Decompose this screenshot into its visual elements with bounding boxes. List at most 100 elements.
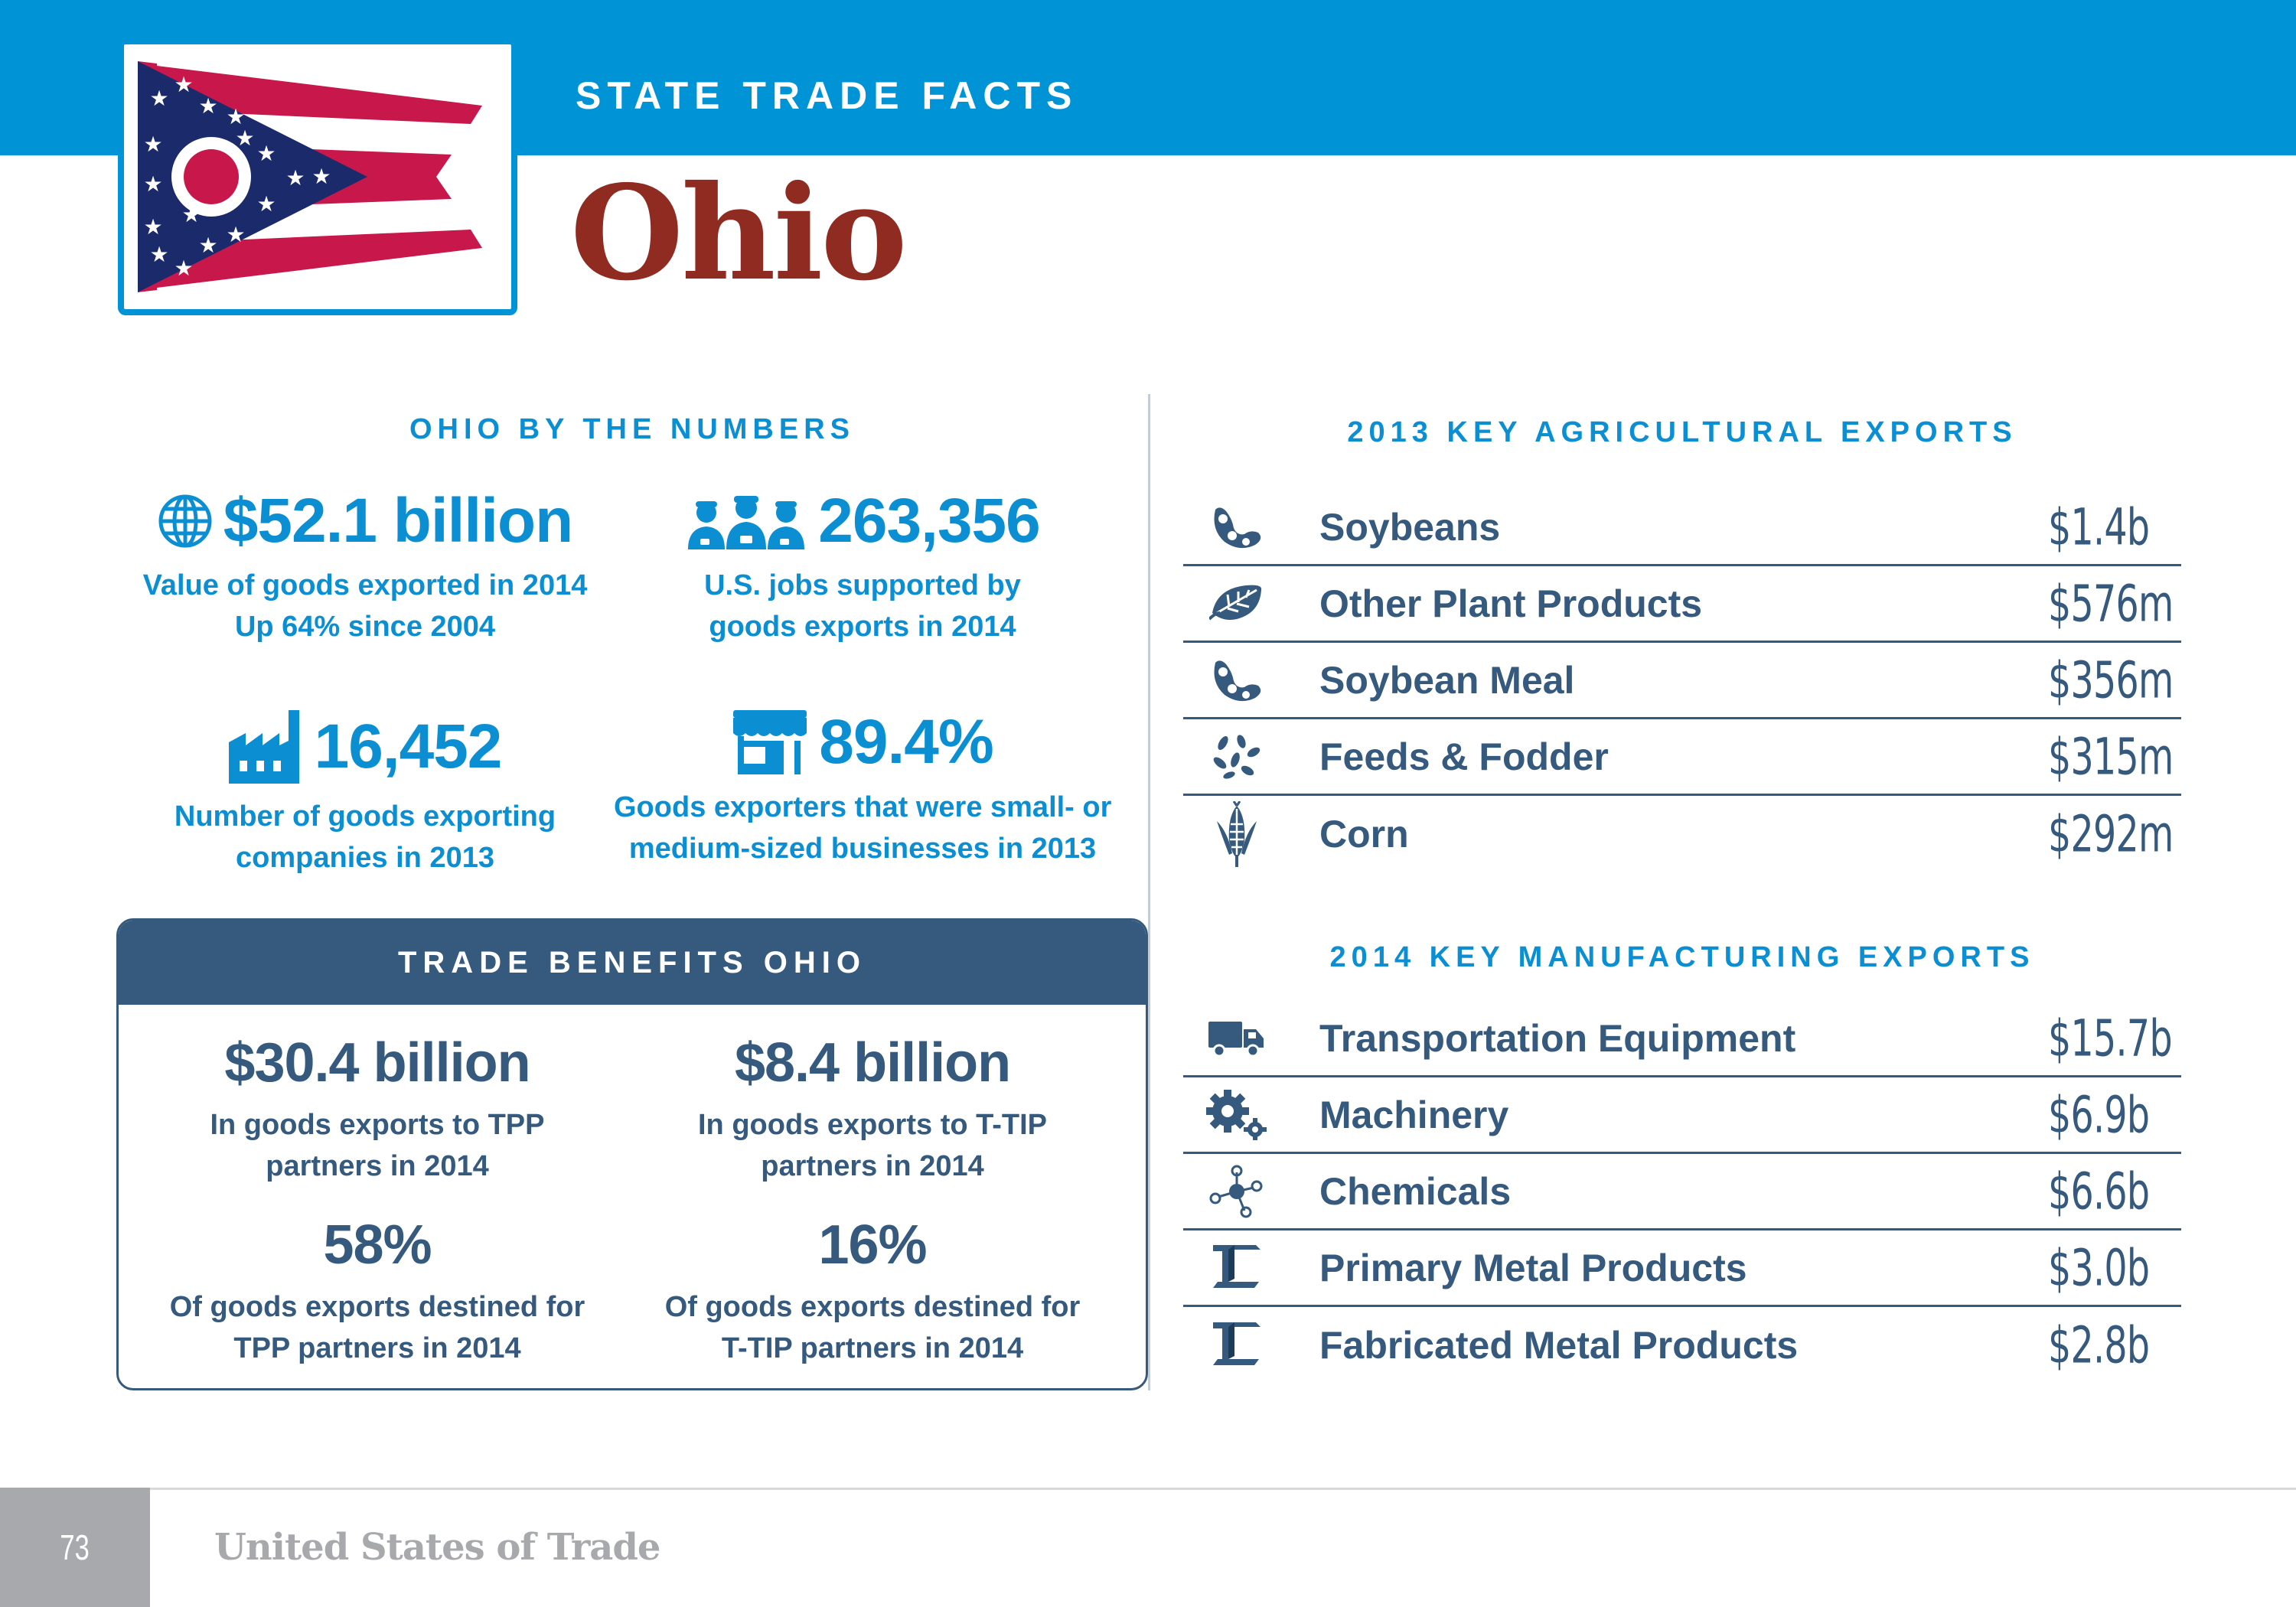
svg-text:★: ★: [143, 132, 162, 157]
gears-icon: [1206, 1089, 1267, 1140]
stat-desc-line: Number of goods exporting: [174, 800, 556, 833]
molecule-icon: [1209, 1165, 1264, 1218]
stat-export-value: $52.1 billion Value of goods exported in…: [116, 490, 614, 647]
tb-stat-desc-line: Of goods exports destined for: [169, 1291, 585, 1323]
export-label: Feeds & Fodder: [1319, 735, 1609, 778]
table-row: Machinery $6.9b: [1183, 1077, 2181, 1154]
export-label: Fabricated Metal Products: [1319, 1324, 1799, 1367]
export-label: Soybeans: [1319, 505, 1501, 549]
globe-icon: [158, 494, 212, 548]
tb-stat-value: 16%: [818, 1214, 927, 1276]
stat-value: 263,356: [818, 486, 1040, 556]
state-title: Ohio: [570, 157, 908, 310]
table-row: Corn $292m: [1183, 796, 2181, 872]
workers-icon: [688, 496, 805, 549]
section-kicker: STATE TRADE FACTS: [576, 74, 1078, 117]
i-beam-icon: [1212, 1244, 1262, 1291]
svg-text:★: ★: [235, 125, 254, 151]
corn-icon: [1214, 801, 1260, 867]
page-number: 73: [60, 1527, 90, 1567]
agricultural-heading: 2013 KEY AGRICULTURAL EXPORTS: [1347, 416, 2017, 448]
tb-stat-desc-line: partners in 2014: [266, 1150, 489, 1182]
soybean-icon: [1209, 502, 1264, 553]
page-number-box: 73: [0, 1488, 150, 1607]
storefront-icon: [733, 710, 807, 774]
grain-icon: [1212, 734, 1261, 780]
stat-desc-line: goods exports in 2014: [709, 611, 1016, 643]
stat-small-business: 89.4% Goods exporters that were small- o…: [614, 710, 1111, 869]
svg-text:★: ★: [174, 256, 193, 281]
table-row: Other Plant Products $576m: [1183, 566, 2181, 643]
soybean-icon: [1209, 655, 1264, 706]
by-numbers-heading: OHIO BY THE NUMBERS: [409, 413, 855, 445]
tb-stat-value: $8.4 billion: [734, 1032, 1011, 1094]
manufacturing-heading: 2014 KEY MANUFACTURING EXPORTS: [1329, 941, 2035, 973]
stat-desc-line: Up 64% since 2004: [234, 611, 496, 643]
svg-text:★: ★: [256, 141, 276, 166]
svg-text:★: ★: [174, 72, 193, 97]
factory-icon: [228, 710, 299, 784]
svg-text:★: ★: [198, 93, 217, 119]
export-label: Corn: [1319, 813, 1409, 856]
tb-stat-desc-line: T-TIP partners in 2014: [721, 1332, 1024, 1364]
svg-text:★: ★: [198, 233, 217, 258]
table-row: Fabricated Metal Products $2.8b: [1183, 1307, 2181, 1384]
stat-jobs: 263,356 U.S. jobs supported by goods exp…: [614, 490, 1111, 647]
table-row: Soybean Meal $356m: [1183, 643, 2181, 719]
export-value: $1.4b: [2048, 497, 2150, 556]
agricultural-table: Soybeans $1.4b Other Plant Products $576…: [1183, 490, 2181, 872]
stat-desc-line: U.S. jobs supported by: [704, 569, 1021, 601]
tb-stat-desc-line: In goods exports to TPP: [210, 1109, 545, 1141]
table-row: Chemicals $6.6b: [1183, 1154, 2181, 1231]
tb-stat-tpp-share: 58% Of goods exports destined for TPP pa…: [132, 1217, 622, 1369]
tb-stat-ttip-share: 16% Of goods exports destined for T-TIP …: [628, 1217, 1117, 1369]
export-value: $15.7b: [2048, 1009, 2173, 1068]
ohio-flag-icon: ★★★ ★ ★★★ ★★★ ★ ★★★★ ★★: [138, 61, 497, 292]
tb-stat-desc-line: In goods exports to T-TIP: [698, 1109, 1047, 1141]
table-row: Soybeans $1.4b: [1183, 490, 2181, 566]
svg-text:★: ★: [226, 104, 245, 129]
export-label: Other Plant Products: [1319, 582, 1703, 625]
export-value: $356m: [2048, 650, 2174, 709]
tb-stat-value: 58%: [323, 1214, 432, 1276]
table-row: Feeds & Fodder $315m: [1183, 719, 2181, 796]
svg-text:★: ★: [285, 165, 305, 191]
table-row: Transportation Equipment $15.7b: [1183, 1001, 2181, 1077]
tb-stat-ttip-value: $8.4 billion In goods exports to T-TIP p…: [628, 1035, 1117, 1187]
table-row: Primary Metal Products $3.0b: [1183, 1231, 2181, 1307]
export-label: Chemicals: [1319, 1169, 1512, 1213]
trade-benefits-heading: TRADE BENEFITS OHIO: [119, 921, 1146, 1005]
export-label: Transportation Equipment: [1319, 1016, 1796, 1060]
svg-text:★: ★: [149, 242, 168, 267]
stat-desc-line: companies in 2013: [236, 842, 494, 874]
export-value: $576m: [2048, 574, 2174, 633]
tb-stat-desc-line: Of goods exports destined for: [664, 1291, 1081, 1323]
tb-stat-value: $30.4 billion: [224, 1032, 530, 1094]
column-divider: [1148, 394, 1150, 1390]
export-value: $6.9b: [2048, 1085, 2150, 1144]
export-value: $315m: [2048, 727, 2174, 786]
tb-stat-tpp-value: $30.4 billion In goods exports to TPP pa…: [132, 1035, 622, 1187]
export-value: $3.0b: [2048, 1238, 2150, 1297]
stat-value: $52.1 billion: [223, 486, 573, 556]
state-flag: ★ ★ ★ ★ ★ ★ ★ ★ ★ ★ ★ ★ ★ ★ ★ ★ ★: [118, 38, 517, 315]
i-beam-icon: [1212, 1322, 1262, 1368]
stat-companies: 16,452 Number of goods exporting compani…: [116, 710, 614, 878]
export-label: Machinery: [1319, 1093, 1509, 1136]
svg-text:★: ★: [181, 202, 201, 227]
footer-rule: [150, 1488, 2296, 1490]
export-value: $2.8b: [2048, 1315, 2150, 1375]
export-label: Soybean Meal: [1319, 658, 1575, 702]
tb-stat-desc-line: TPP partners in 2014: [233, 1332, 521, 1364]
stat-desc-line: Goods exporters that were small- or: [614, 791, 1112, 823]
stat-value: 16,452: [314, 712, 503, 781]
publication-title: United States of Trade: [214, 1526, 660, 1569]
truck-icon: [1208, 1020, 1265, 1057]
stat-desc-line: Value of goods exported in 2014: [142, 569, 588, 601]
trade-benefits-panel: TRADE BENEFITS OHIO $30.4 billion In goo…: [116, 918, 1148, 1390]
stat-value: 89.4%: [819, 707, 994, 777]
tb-stat-desc-line: partners in 2014: [761, 1150, 984, 1182]
manufacturing-table: Transportation Equipment $15.7b Machiner…: [1183, 1001, 2181, 1384]
export-label: Primary Metal Products: [1319, 1246, 1747, 1289]
svg-text:★: ★: [143, 214, 162, 240]
